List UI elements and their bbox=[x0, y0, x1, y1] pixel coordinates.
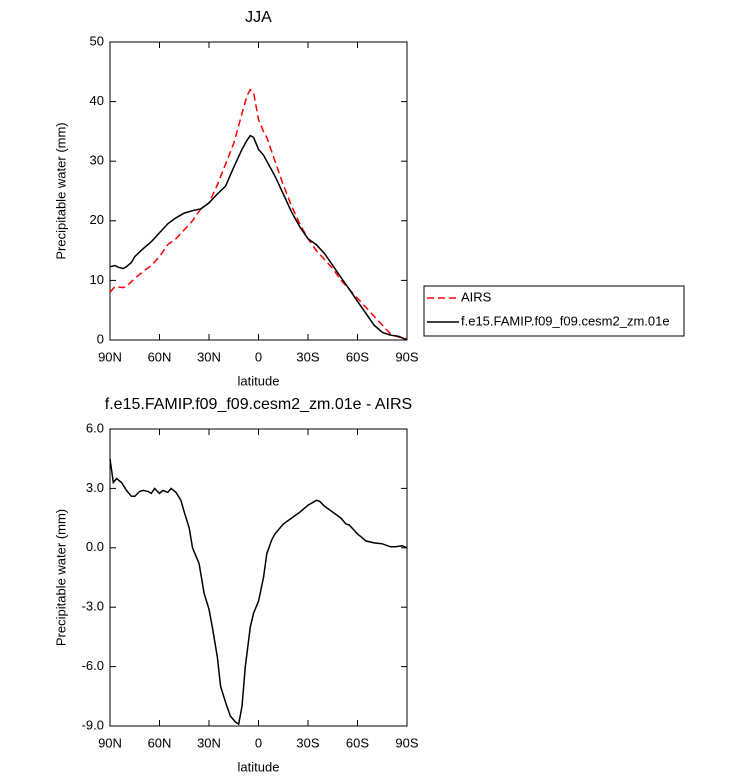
x-tick-label: 30S bbox=[296, 349, 319, 364]
y-tick-label: 50 bbox=[90, 33, 104, 48]
x-axis-label: latitude bbox=[238, 759, 280, 774]
chart-title: JJA bbox=[245, 9, 272, 26]
x-tick-label: 60N bbox=[148, 735, 172, 750]
x-tick-label: 60S bbox=[346, 735, 369, 750]
plot-frame bbox=[109, 41, 408, 341]
y-tick-label: -3.0 bbox=[82, 599, 104, 614]
x-tick-label: 90S bbox=[395, 349, 418, 364]
x-tick-label: 0 bbox=[255, 349, 262, 364]
y-axis-label: Precipitable water (mm) bbox=[53, 509, 68, 646]
data-line bbox=[109, 458, 408, 726]
x-tick-label: 30S bbox=[296, 735, 319, 750]
x-tick-label: 90N bbox=[98, 735, 122, 750]
y-axis-label: Precipitable water (mm) bbox=[53, 122, 68, 259]
x-tick-label: 90S bbox=[395, 735, 418, 750]
y-tick-label: 0.0 bbox=[86, 539, 104, 554]
y-tick-label: -6.0 bbox=[82, 658, 104, 673]
x-tick-label: 0 bbox=[255, 735, 262, 750]
x-axis-label: latitude bbox=[238, 373, 280, 388]
y-tick-label: 10 bbox=[90, 272, 104, 287]
x-tick-label: 60N bbox=[148, 349, 172, 364]
y-tick-label: 6.0 bbox=[86, 420, 104, 435]
legend-label: AIRS bbox=[461, 289, 492, 304]
x-tick-label: 30N bbox=[197, 735, 221, 750]
x-tick-label: 60S bbox=[346, 349, 369, 364]
y-tick-label: 3.0 bbox=[86, 480, 104, 495]
plot-frame bbox=[109, 428, 408, 727]
data-line bbox=[109, 88, 408, 340]
x-tick-label: 30N bbox=[197, 349, 221, 364]
y-tick-label: 20 bbox=[90, 212, 104, 227]
y-tick-label: -9.0 bbox=[82, 717, 104, 732]
data-line bbox=[109, 134, 408, 341]
x-tick-label: 90N bbox=[98, 349, 122, 364]
y-tick-label: 0 bbox=[97, 331, 104, 346]
legend-label: f.e15.FAMIP.f09_f09.cesm2_zm.01e bbox=[461, 313, 670, 328]
y-tick-label: 40 bbox=[90, 93, 104, 108]
y-tick-label: 30 bbox=[90, 153, 104, 168]
legend-box bbox=[423, 285, 685, 337]
chart-title: f.e15.FAMIP.f09_f09.cesm2_zm.01e - AIRS bbox=[105, 396, 412, 413]
